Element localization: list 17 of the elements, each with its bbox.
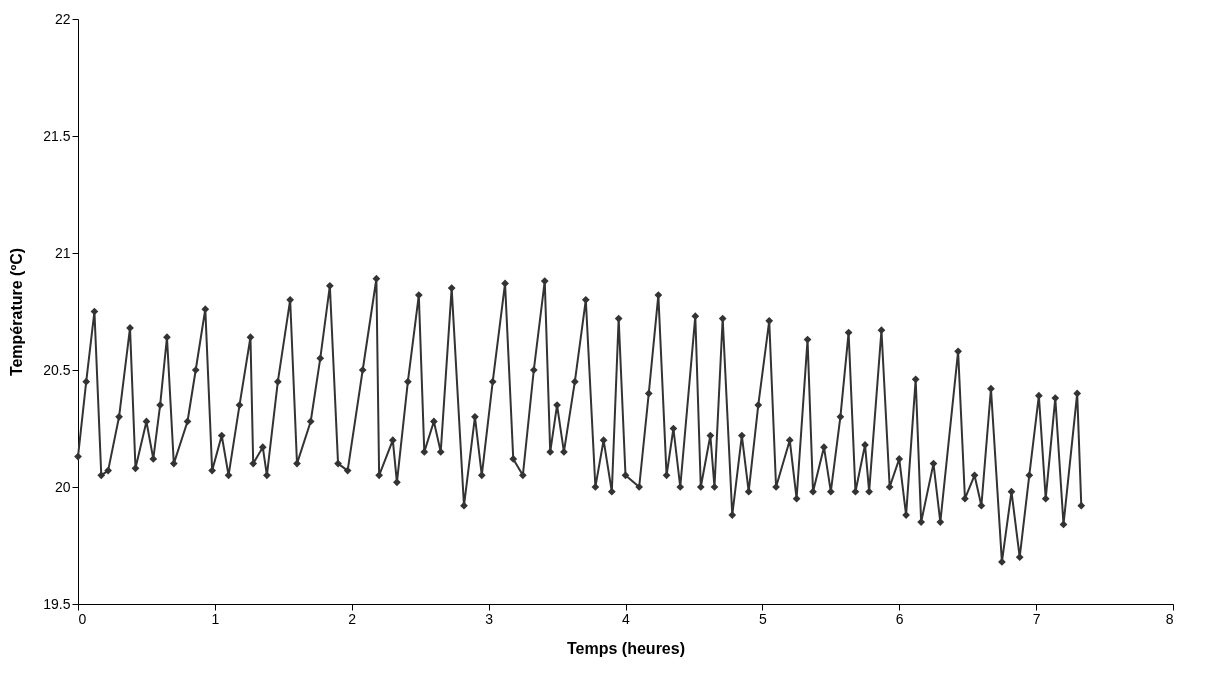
x-tick-label: 7 xyxy=(1032,610,1041,627)
y-tick-label: 21 xyxy=(54,244,71,261)
x-tick-label: 5 xyxy=(758,610,767,627)
x-tick-label: 2 xyxy=(348,610,357,627)
y-tick-label: 19.5 xyxy=(43,595,71,612)
x-tick-label: 3 xyxy=(485,610,494,627)
y-tick-label: 22 xyxy=(54,10,71,27)
y-axis-title: Température (ºC) xyxy=(8,247,26,377)
y-tick-label: 20 xyxy=(54,478,71,495)
x-tick-label: 1 xyxy=(211,610,220,627)
x-tick-label: 6 xyxy=(895,610,904,627)
x-axis-title: Temps (heures) xyxy=(567,639,685,657)
x-tick-label: 0 xyxy=(78,610,87,627)
x-tick-label: 4 xyxy=(622,610,631,627)
y-tick-label: 20.5 xyxy=(43,361,71,378)
x-tick-label: 8 xyxy=(1165,610,1174,627)
y-tick-label: 21.5 xyxy=(43,127,71,144)
